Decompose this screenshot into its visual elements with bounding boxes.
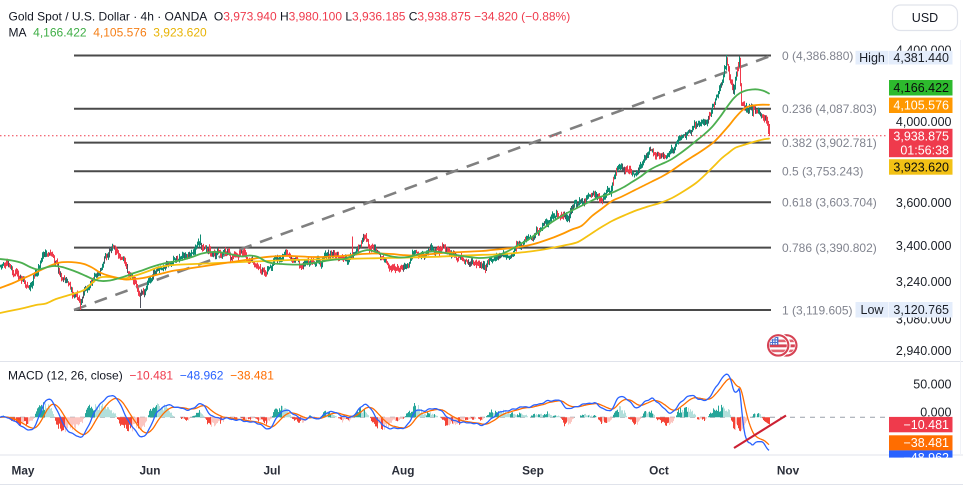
- svg-text:−48.962: −48.962: [903, 451, 949, 465]
- svg-text:1 (3,119.605): 1 (3,119.605): [782, 303, 853, 317]
- svg-text:3,923.620: 3,923.620: [893, 160, 949, 174]
- svg-text:0.786 (3,390.802): 0.786 (3,390.802): [782, 241, 877, 255]
- svg-text:0.382 (3,902.781): 0.382 (3,902.781): [782, 136, 877, 150]
- svg-text:May: May: [12, 464, 35, 478]
- svg-text:Gold Spot / U.S. Dollar · 4h ·: Gold Spot / U.S. Dollar · 4h · OANDA O3,…: [9, 10, 571, 24]
- svg-text:01:56:38: 01:56:38: [900, 144, 949, 158]
- svg-text:0 (4,386.880): 0 (4,386.880): [782, 49, 853, 63]
- svg-text:0.000: 0.000: [920, 406, 951, 420]
- svg-text:4,105.576: 4,105.576: [893, 99, 949, 113]
- svg-text:4,000.000: 4,000.000: [896, 115, 952, 129]
- svg-text:2,940.000: 2,940.000: [896, 344, 952, 358]
- svg-text:Oct: Oct: [649, 464, 669, 478]
- svg-text:Jun: Jun: [140, 464, 161, 478]
- svg-text:0.236 (4,087.803): 0.236 (4,087.803): [782, 102, 877, 116]
- svg-text:−38.481: −38.481: [903, 436, 949, 450]
- svg-text:50.000: 50.000: [913, 377, 951, 391]
- svg-text:−10.481: −10.481: [903, 418, 949, 432]
- svg-text:0.618 (3,603.704): 0.618 (3,603.704): [782, 196, 877, 210]
- svg-text:Sep: Sep: [522, 464, 544, 478]
- svg-text:3,240.000: 3,240.000: [896, 275, 952, 289]
- svg-text:USD: USD: [912, 11, 938, 25]
- svg-text:Nov: Nov: [777, 464, 800, 478]
- svg-text:4,381.440: 4,381.440: [893, 51, 949, 65]
- svg-text:3,120.765: 3,120.765: [893, 303, 949, 317]
- svg-text:4,166.422: 4,166.422: [893, 81, 949, 95]
- svg-text:High: High: [859, 51, 885, 65]
- svg-text:Aug: Aug: [392, 464, 415, 478]
- svg-text:3,600.000: 3,600.000: [896, 196, 952, 210]
- svg-text:3,938.875: 3,938.875: [893, 129, 949, 143]
- svg-text:MA 4,166.422 4,105.576 3,92: MA 4,166.422 4,105.576 3,923.620: [9, 26, 208, 40]
- svg-text:0.5 (3,753.243): 0.5 (3,753.243): [782, 165, 863, 179]
- svg-text:3,400.000: 3,400.000: [896, 239, 952, 253]
- svg-text:Low: Low: [861, 303, 885, 317]
- svg-text:MACD (12, 26, close) −10.481: MACD (12, 26, close) −10.481 −48.962 −38…: [8, 369, 274, 383]
- svg-text:Jul: Jul: [263, 464, 280, 478]
